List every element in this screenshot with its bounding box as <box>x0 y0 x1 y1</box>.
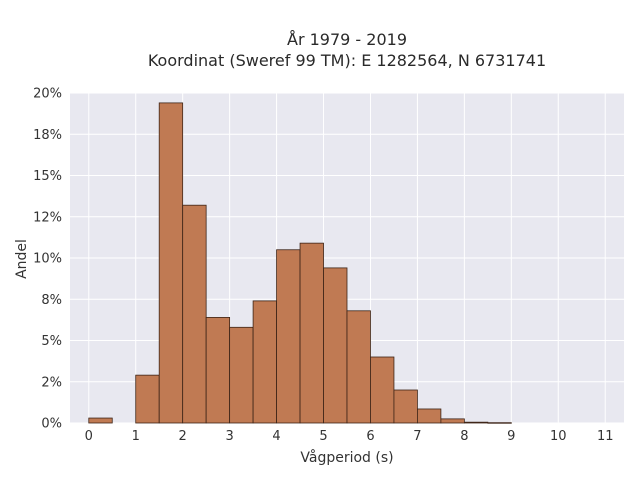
x-tick-label: 10 <box>550 429 567 444</box>
y-tick-label: 10% <box>33 252 62 267</box>
chart-title-line1: År 1979 - 2019 <box>287 30 407 49</box>
histogram-bar <box>229 326 254 424</box>
histogram-bar <box>182 204 207 424</box>
y-tick-label: 8% <box>41 293 62 308</box>
histogram-bar <box>346 310 371 424</box>
histogram-bar <box>487 422 512 424</box>
bars <box>88 102 512 424</box>
histogram-bar <box>417 408 442 424</box>
histogram-bar <box>463 421 489 424</box>
x-tick-label: 1 <box>132 429 140 444</box>
x-tick-label: 5 <box>319 429 327 444</box>
histogram-bar <box>370 356 395 424</box>
y-axis-label: Andel <box>14 239 30 279</box>
y-tick-label: 0% <box>41 417 62 432</box>
x-tick-label: 7 <box>413 429 421 444</box>
x-tick-label: 0 <box>85 429 93 444</box>
histogram-bar <box>158 102 184 424</box>
histogram-bar <box>135 374 160 424</box>
y-axis-ticks: 0% 2% 5% 8% 10% 12% 15% 18% 20% <box>33 87 62 432</box>
x-tick-label: 11 <box>597 429 614 444</box>
histogram-bar <box>323 267 348 424</box>
y-tick-label: 12% <box>33 210 62 225</box>
y-tick-label: 18% <box>33 128 62 143</box>
x-tick-label: 9 <box>507 429 515 444</box>
y-tick-label: 15% <box>33 169 62 184</box>
x-tick-label: 6 <box>366 429 374 444</box>
histogram-bar <box>252 300 277 424</box>
y-tick-label: 5% <box>41 334 62 349</box>
histogram-bar <box>299 242 324 424</box>
chart-title-line2: Koordinat (Sweref 99 TM): E 1282564, N 6… <box>148 51 546 70</box>
x-axis-ticks: 0 1 2 3 4 5 6 7 8 9 10 11 <box>85 429 614 444</box>
x-axis-label: Vågperiod (s) <box>300 449 393 466</box>
x-tick-label: 3 <box>225 429 233 444</box>
y-tick-label: 2% <box>41 375 62 390</box>
x-tick-label: 4 <box>272 429 280 444</box>
y-tick-label: 20% <box>33 87 62 102</box>
histogram-bar <box>276 249 301 424</box>
histogram-bar <box>440 418 465 424</box>
x-tick-label: 2 <box>179 429 187 444</box>
histogram-bar <box>393 389 418 424</box>
histogram-bar <box>88 417 113 424</box>
histogram-bar <box>205 316 231 424</box>
x-tick-label: 8 <box>460 429 468 444</box>
